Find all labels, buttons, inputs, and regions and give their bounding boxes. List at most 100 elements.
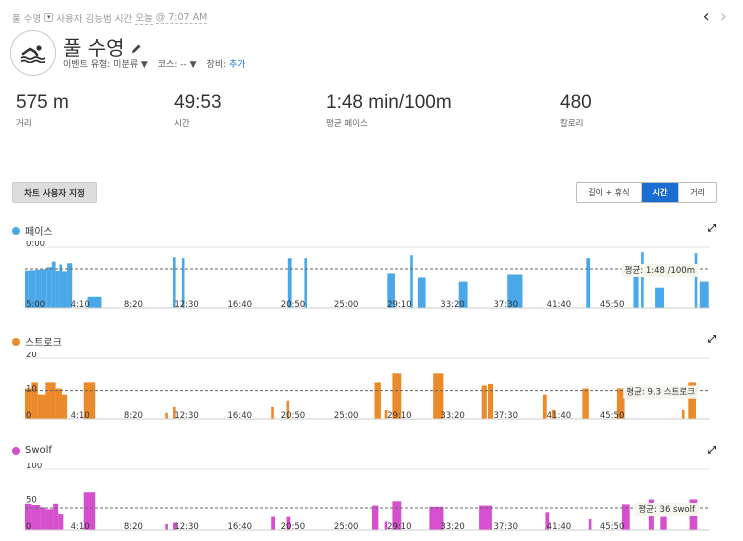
swolf-chart-title-text: Swolf (25, 445, 52, 456)
chevron-down-icon[interactable]: ▾ (44, 13, 54, 22)
y-tick-label: 5:00 (26, 300, 45, 310)
chart-bar (588, 519, 592, 530)
toggle-distance[interactable]: 거리 (679, 183, 716, 202)
chart-bar (83, 492, 96, 530)
chart-bar (633, 270, 639, 308)
chart-bar (271, 406, 274, 419)
chart-bar (488, 383, 494, 419)
chart-bar (387, 273, 395, 308)
x-tick-label: 33:20 (440, 522, 465, 532)
chart-bar (458, 281, 468, 308)
average-label: 평균: 36 swolf (638, 504, 696, 515)
expand-icon[interactable]: ⤢ (708, 223, 716, 234)
chart-bar (622, 504, 630, 530)
chart-bar (286, 400, 290, 419)
x-tick-label: 12:30 (174, 300, 199, 310)
average-label-bg (623, 385, 699, 399)
y-tick-label: 0 (26, 411, 31, 421)
event-type-label: 이벤트 유형: (63, 60, 111, 70)
chart-bar (660, 516, 667, 530)
chart-bar (429, 506, 444, 530)
x-tick-label: 45:50 (600, 522, 625, 532)
x-tick-label: 20:50 (281, 300, 306, 310)
swolf-chart-title: Swolf (12, 445, 52, 456)
x-tick-label: 20:50 (281, 411, 306, 421)
chart-bar (384, 521, 388, 530)
chart-bar (53, 503, 59, 530)
average-label: 평균: 1:48 /100m (625, 265, 695, 276)
chart-bar (173, 257, 176, 308)
breadcrumb: 풀 수영 ▾ 사용자 김능범 시간 오늘 @ 7:07 AM (12, 10, 208, 25)
y-tick-label: 50 (26, 496, 37, 506)
event-type[interactable]: 이벤트 유형: 미분류 ▼ (63, 57, 148, 70)
pace-chart-title-text: 페이스 (25, 227, 53, 238)
x-tick-label: 41:40 (547, 300, 572, 310)
breadcrumb-owner: 사용자 김능범 시간 (56, 13, 133, 25)
chart-bar (59, 264, 62, 308)
chart-bar (87, 296, 102, 308)
chart-bar (551, 409, 556, 419)
x-tick-label: 37:30 (493, 300, 518, 310)
course[interactable]: 코스: -- ▼ (158, 57, 197, 70)
x-tick-label: 25:00 (334, 300, 359, 310)
stroke-chart[interactable]: 평균: 9.3 스트로크 20 10 0 4:10 8:20 12:30 16:40 20:50… (0, 352, 743, 424)
x-tick-label: 8:20 (124, 300, 143, 310)
pace-chart[interactable]: 평균: 1:48 /100m 0:00 5:00 4:10 8:20 12:30 16:40… (0, 241, 743, 313)
x-tick-label: 16:40 (228, 411, 253, 421)
average-label: 평균: 9.3 스트로크 (626, 387, 695, 398)
activity-nav: ‹ › (703, 8, 727, 26)
x-tick-label: 25:00 (334, 411, 359, 421)
toggle-lengths-rest[interactable]: 길이 + 휴식 (577, 183, 642, 202)
expand-icon[interactable]: ⤢ (708, 334, 716, 345)
x-tick-label: 8:20 (124, 411, 143, 421)
chart-bar (582, 388, 589, 419)
chart-bar (165, 523, 168, 530)
chart-bar (181, 258, 185, 308)
pace-chart-title: 페이스 (12, 223, 53, 238)
chart-bar (699, 281, 709, 308)
breadcrumb-date[interactable]: 오늘 (135, 10, 153, 25)
chart-bar (417, 277, 426, 308)
chart-bar (392, 373, 402, 420)
activity-meta: 이벤트 유형: 미분류 ▼ 코스: -- ▼ 장비: 추가 (63, 57, 246, 70)
previous-arrow-icon[interactable]: ‹ (702, 6, 710, 27)
chart-bar (45, 509, 54, 530)
swolf-legend-dot (12, 446, 20, 455)
next-arrow-icon[interactable]: › (719, 6, 727, 27)
chart-bar (25, 388, 32, 419)
pencil-icon[interactable] (131, 35, 142, 59)
breadcrumb-time[interactable]: @ 7:07 AM (155, 11, 208, 24)
event-type-value[interactable]: 미분류 ▼ (113, 60, 148, 70)
stroke-chart-title-text: 스트로크 (25, 338, 62, 349)
x-tick-label: 37:30 (493, 522, 518, 532)
stat-pace-label: 평균 페이스 (326, 119, 368, 129)
x-tick-label: 33:20 (440, 411, 465, 421)
expand-icon[interactable]: ⤢ (708, 445, 716, 456)
stat-distance: 575 m 거리 (16, 92, 69, 129)
y-tick-label: 20 (26, 352, 37, 360)
x-tick-label: 20:50 (281, 522, 306, 532)
stat-pace: 1:48 min/100m 평균 페이스 (326, 92, 452, 129)
average-label-bg (635, 503, 699, 517)
breadcrumb-activity-type[interactable]: 풀 수영 (12, 13, 42, 25)
x-tick-label: 4:10 (71, 411, 90, 421)
x-tick-label: 29:10 (387, 411, 412, 421)
stroke-legend-dot (12, 337, 20, 346)
chart-bar (507, 274, 523, 308)
swolf-chart[interactable]: 평균: 36 swolf 100 50 0 4:10 8:20 12:30 16:40 20:5… (0, 463, 743, 535)
gear-add-link[interactable]: 추가 (229, 60, 246, 70)
customize-charts-button[interactable]: 차트 사용자 지정 (12, 182, 97, 203)
gear: 장비: 추가 (207, 57, 246, 70)
chart-bar (688, 382, 696, 419)
chart-bar (304, 258, 307, 308)
x-tick-label: 12:30 (174, 411, 199, 421)
chart-bar (46, 267, 52, 308)
x-tick-label: 8:20 (124, 522, 143, 532)
chart-bar (31, 505, 41, 530)
toggle-time[interactable]: 시간 (641, 183, 680, 202)
chart-bar (62, 394, 68, 419)
chart-bar (62, 271, 68, 308)
course-value[interactable]: -- ▼ (180, 60, 197, 70)
chart-bar (287, 258, 292, 308)
stat-distance-label: 거리 (16, 119, 32, 129)
